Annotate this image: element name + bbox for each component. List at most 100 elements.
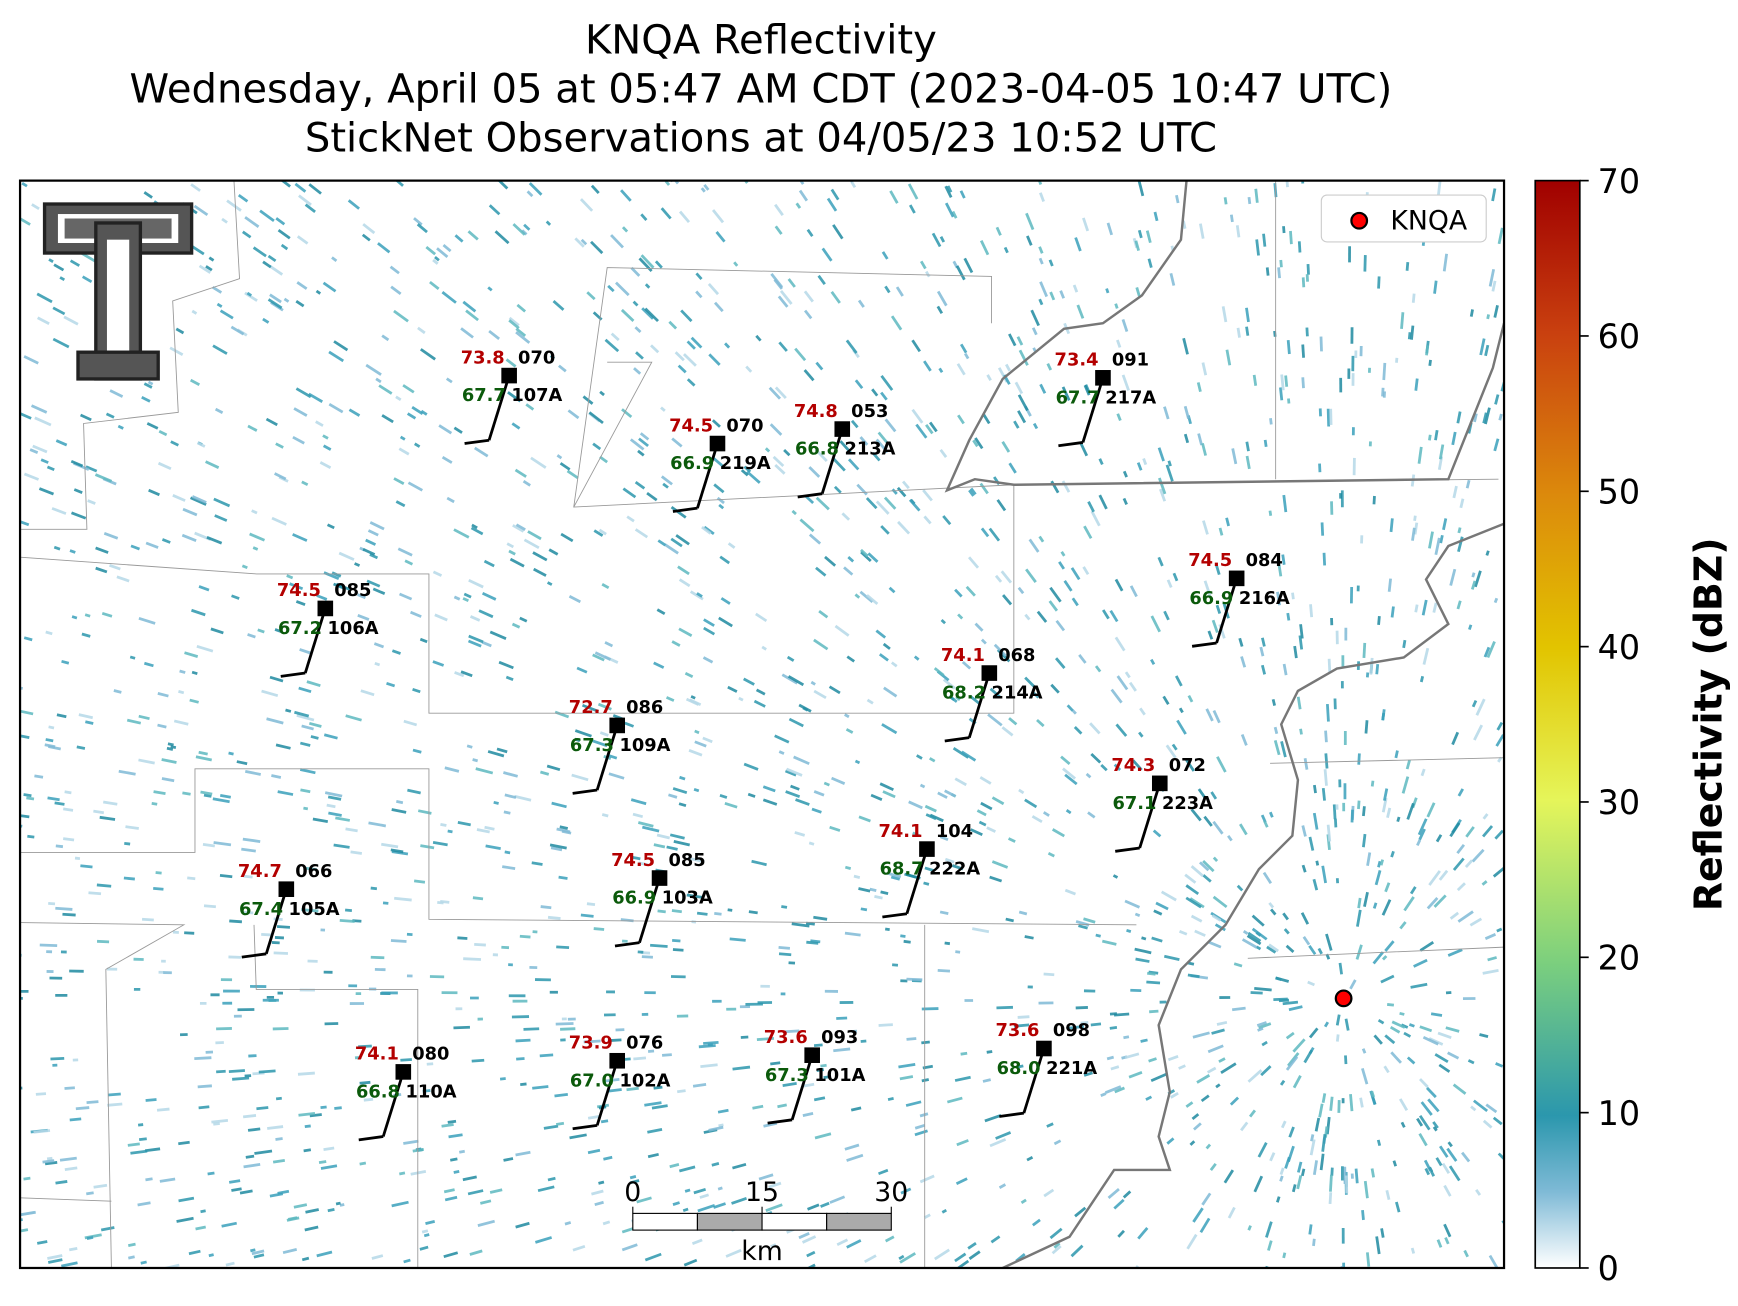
echo <box>361 233 371 242</box>
echo <box>1334 818 1338 828</box>
station-id: 102A <box>619 1070 670 1091</box>
echo <box>1242 930 1249 935</box>
echo <box>954 1075 971 1082</box>
echo <box>732 1065 751 1071</box>
echo <box>1288 1126 1295 1138</box>
echo <box>1016 1064 1024 1069</box>
echo <box>398 447 410 456</box>
echo <box>116 575 130 583</box>
echo <box>1025 568 1037 583</box>
echo <box>665 696 675 702</box>
echo <box>457 936 468 940</box>
echo <box>123 876 135 881</box>
echo <box>830 290 841 304</box>
station-marker <box>1151 775 1168 792</box>
echo <box>480 1199 492 1205</box>
echo <box>967 556 980 569</box>
echo <box>660 207 672 220</box>
echo <box>69 549 76 554</box>
echo <box>80 864 93 869</box>
echo <box>991 860 1009 869</box>
echo <box>580 238 588 246</box>
echo <box>1305 327 1309 337</box>
echo <box>382 901 389 905</box>
echo <box>46 1156 53 1161</box>
echo <box>1318 463 1322 473</box>
echo <box>1400 312 1405 329</box>
echo <box>1400 1121 1406 1128</box>
echo <box>48 745 61 751</box>
echo <box>936 305 944 315</box>
wind-barb-staff <box>381 1071 405 1137</box>
station-id: 219A <box>720 453 771 474</box>
echo <box>1347 368 1351 379</box>
station-marker <box>834 421 851 437</box>
echo <box>1449 822 1461 838</box>
echo <box>274 936 285 940</box>
echo <box>1121 318 1129 333</box>
echo <box>712 457 726 470</box>
echo <box>696 592 703 598</box>
echo <box>286 1216 300 1222</box>
echo <box>194 531 212 541</box>
echo <box>777 295 789 308</box>
echo <box>398 592 413 601</box>
echo <box>1482 825 1494 838</box>
echo <box>1275 976 1282 981</box>
echo <box>1418 1132 1428 1147</box>
echo <box>1129 585 1138 598</box>
echo <box>882 790 896 799</box>
echo <box>419 637 428 644</box>
echo <box>294 182 307 193</box>
echo <box>143 191 153 199</box>
echo <box>333 340 349 352</box>
echo <box>348 408 361 417</box>
echo <box>73 488 83 494</box>
wind-barb-staff <box>696 443 719 509</box>
echo <box>1280 374 1285 391</box>
echo <box>1473 1099 1489 1113</box>
echo <box>919 1174 935 1184</box>
echo <box>1445 991 1452 995</box>
echo <box>511 622 521 629</box>
echo <box>1116 339 1122 348</box>
echo <box>155 871 162 875</box>
echo <box>1365 672 1370 678</box>
echo <box>911 339 921 353</box>
echo <box>708 1125 724 1132</box>
echo <box>236 760 248 766</box>
echo <box>276 925 291 929</box>
echo <box>1279 387 1284 401</box>
observation-time: StickNet Observations at 04/05/23 10:52 … <box>305 116 1217 162</box>
echo <box>191 608 206 617</box>
echo <box>62 837 75 842</box>
echo <box>1157 447 1165 462</box>
echo <box>678 210 691 224</box>
echo <box>335 1201 341 1206</box>
echo <box>534 978 551 982</box>
echo <box>1392 1160 1398 1167</box>
echo <box>413 879 426 884</box>
pressure: 068 <box>998 645 1035 666</box>
echo <box>653 661 665 669</box>
echo <box>366 579 381 588</box>
echo <box>1212 820 1224 835</box>
echo <box>637 449 645 457</box>
echo <box>1024 613 1031 621</box>
echo <box>305 1208 320 1214</box>
echo <box>1377 616 1381 625</box>
echo <box>841 512 851 521</box>
echo <box>669 833 685 840</box>
echo <box>1248 1109 1257 1118</box>
echo <box>1187 694 1194 703</box>
echo <box>1110 688 1123 704</box>
echo <box>854 379 864 390</box>
echo <box>954 1252 967 1263</box>
echo <box>81 632 91 638</box>
echo <box>1329 1096 1334 1111</box>
echo <box>1064 888 1076 896</box>
echo <box>242 230 252 239</box>
echo <box>1205 1143 1212 1150</box>
echo <box>755 334 762 342</box>
